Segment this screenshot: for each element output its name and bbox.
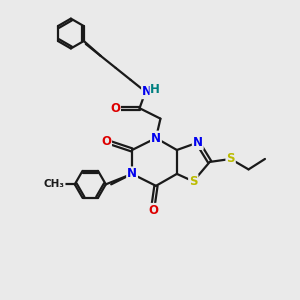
Text: O: O: [148, 204, 158, 217]
Text: H: H: [150, 83, 160, 97]
Text: N: N: [127, 167, 137, 180]
Text: S: S: [189, 175, 197, 188]
Text: O: O: [110, 102, 120, 115]
Text: O: O: [101, 135, 111, 148]
Text: N: N: [193, 136, 203, 149]
Text: N: N: [142, 85, 152, 98]
Text: N: N: [151, 132, 161, 145]
Text: S: S: [226, 152, 235, 166]
Text: CH₃: CH₃: [44, 179, 65, 189]
